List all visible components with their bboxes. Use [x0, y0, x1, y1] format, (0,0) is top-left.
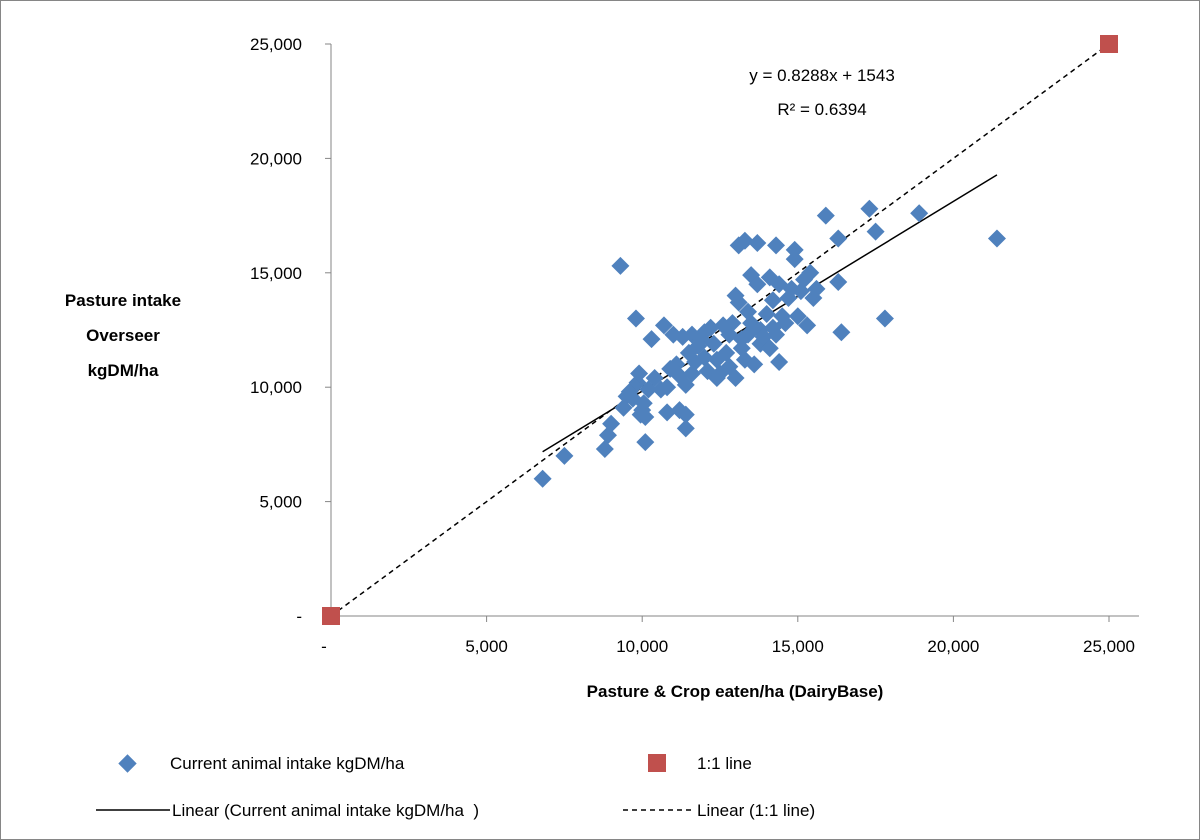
- data-point-current-intake: [704, 334, 723, 353]
- data-point-current-intake: [555, 446, 574, 465]
- data-point-current-intake: [701, 318, 720, 337]
- y-tick-label: 15,000: [250, 264, 302, 283]
- x-tick-label: 20,000: [927, 637, 979, 656]
- data-point-current-intake: [829, 272, 848, 291]
- legend-item-linear-one-to-one: Linear (1:1 line): [623, 801, 815, 820]
- data-point-current-intake: [726, 369, 745, 388]
- data-point-current-intake: [788, 307, 807, 326]
- legend-item-one-to-one: 1:1 line: [648, 754, 752, 773]
- y-tick-label: 10,000: [250, 378, 302, 397]
- data-point-current-intake: [748, 234, 767, 253]
- data-point-current-intake: [602, 414, 621, 433]
- y-tick-label: 25,000: [250, 35, 302, 54]
- data-point-current-intake: [658, 403, 677, 422]
- data-point-current-intake: [636, 433, 655, 452]
- legend-label-current-intake: Current animal intake kgDM/ha: [170, 754, 405, 773]
- data-point-current-intake: [636, 407, 655, 426]
- data-point-current-intake: [860, 199, 879, 218]
- x-axis-title: Pasture & Crop eaten/ha (DairyBase): [587, 682, 884, 701]
- data-point-current-intake: [723, 314, 742, 333]
- legend: Current animal intake kgDM/ha 1:1 line L…: [96, 754, 815, 820]
- data-point-current-intake: [695, 348, 714, 367]
- data-point-current-intake: [533, 469, 552, 488]
- regression-equation: y = 0.8288x + 1543: [749, 66, 895, 85]
- data-point-current-intake: [595, 439, 614, 458]
- data-point-current-intake: [654, 316, 673, 335]
- legend-diamond-marker: [118, 754, 137, 773]
- data-point-current-intake: [745, 355, 764, 374]
- data-point-current-intake: [798, 316, 817, 335]
- data-point-current-intake: [630, 364, 649, 383]
- data-point-current-intake: [626, 309, 645, 328]
- data-point-current-intake: [767, 325, 786, 344]
- data-point-current-intake: [676, 405, 695, 424]
- data-point-current-intake: [807, 279, 826, 298]
- data-point-current-intake: [763, 291, 782, 310]
- x-tick-label: 5,000: [465, 637, 508, 656]
- trendline-one-to-one: [330, 43, 1110, 617]
- data-point-current-intake: [760, 339, 779, 358]
- data-point-one-to-one: [1100, 35, 1118, 53]
- data-point-current-intake: [832, 323, 851, 342]
- data-point-current-intake: [642, 330, 661, 349]
- data-point-current-intake: [735, 231, 754, 250]
- data-point-current-intake: [658, 378, 677, 397]
- y-tick-label: -: [296, 607, 302, 626]
- data-point-current-intake: [634, 394, 653, 413]
- data-point-current-intake: [910, 204, 929, 223]
- legend-item-linear-current: Linear (Current animal intake kgDM/ha ): [96, 801, 479, 820]
- legend-label-linear-current: Linear (Current animal intake kgDM/ha ): [172, 801, 479, 820]
- data-point-current-intake: [717, 343, 736, 362]
- data-point-current-intake: [729, 293, 748, 312]
- r-squared-label: R² = 0.6394: [777, 100, 866, 119]
- data-point-current-intake: [987, 229, 1006, 248]
- data-point-one-to-one: [322, 607, 340, 625]
- data-point-current-intake: [776, 314, 795, 333]
- legend-label-linear-one-to-one: Linear (1:1 line): [697, 801, 815, 820]
- data-point-current-intake: [816, 206, 835, 225]
- legend-square-marker: [648, 754, 666, 772]
- y-axis-title-line-1: Pasture intake: [65, 291, 181, 310]
- data-point-current-intake: [829, 229, 848, 248]
- data-point-current-intake: [770, 353, 789, 372]
- legend-item-current-intake: Current animal intake kgDM/ha: [118, 754, 405, 773]
- x-tick-label: 25,000: [1083, 637, 1135, 656]
- x-tick-label: -: [321, 637, 327, 656]
- data-point-current-intake: [611, 256, 630, 275]
- data-point-current-intake: [875, 309, 894, 328]
- data-point-current-intake: [748, 275, 767, 294]
- data-point-current-intake: [767, 236, 786, 255]
- data-point-current-intake: [785, 250, 804, 269]
- y-axis-title-line-2: Overseer: [86, 326, 160, 345]
- legend-label-one-to-one: 1:1 line: [697, 754, 752, 773]
- data-point-current-intake: [757, 304, 776, 323]
- x-tick-label: 10,000: [616, 637, 668, 656]
- data-point-current-intake: [676, 419, 695, 438]
- y-tick-label: 20,000: [250, 149, 302, 168]
- y-axis-title-line-3: kgDM/ha: [88, 361, 159, 380]
- data-point-current-intake: [785, 240, 804, 259]
- x-tick-label: 15,000: [772, 637, 824, 656]
- data-point-current-intake: [801, 263, 820, 282]
- y-tick-label: 5,000: [259, 493, 302, 512]
- data-point-current-intake: [866, 222, 885, 241]
